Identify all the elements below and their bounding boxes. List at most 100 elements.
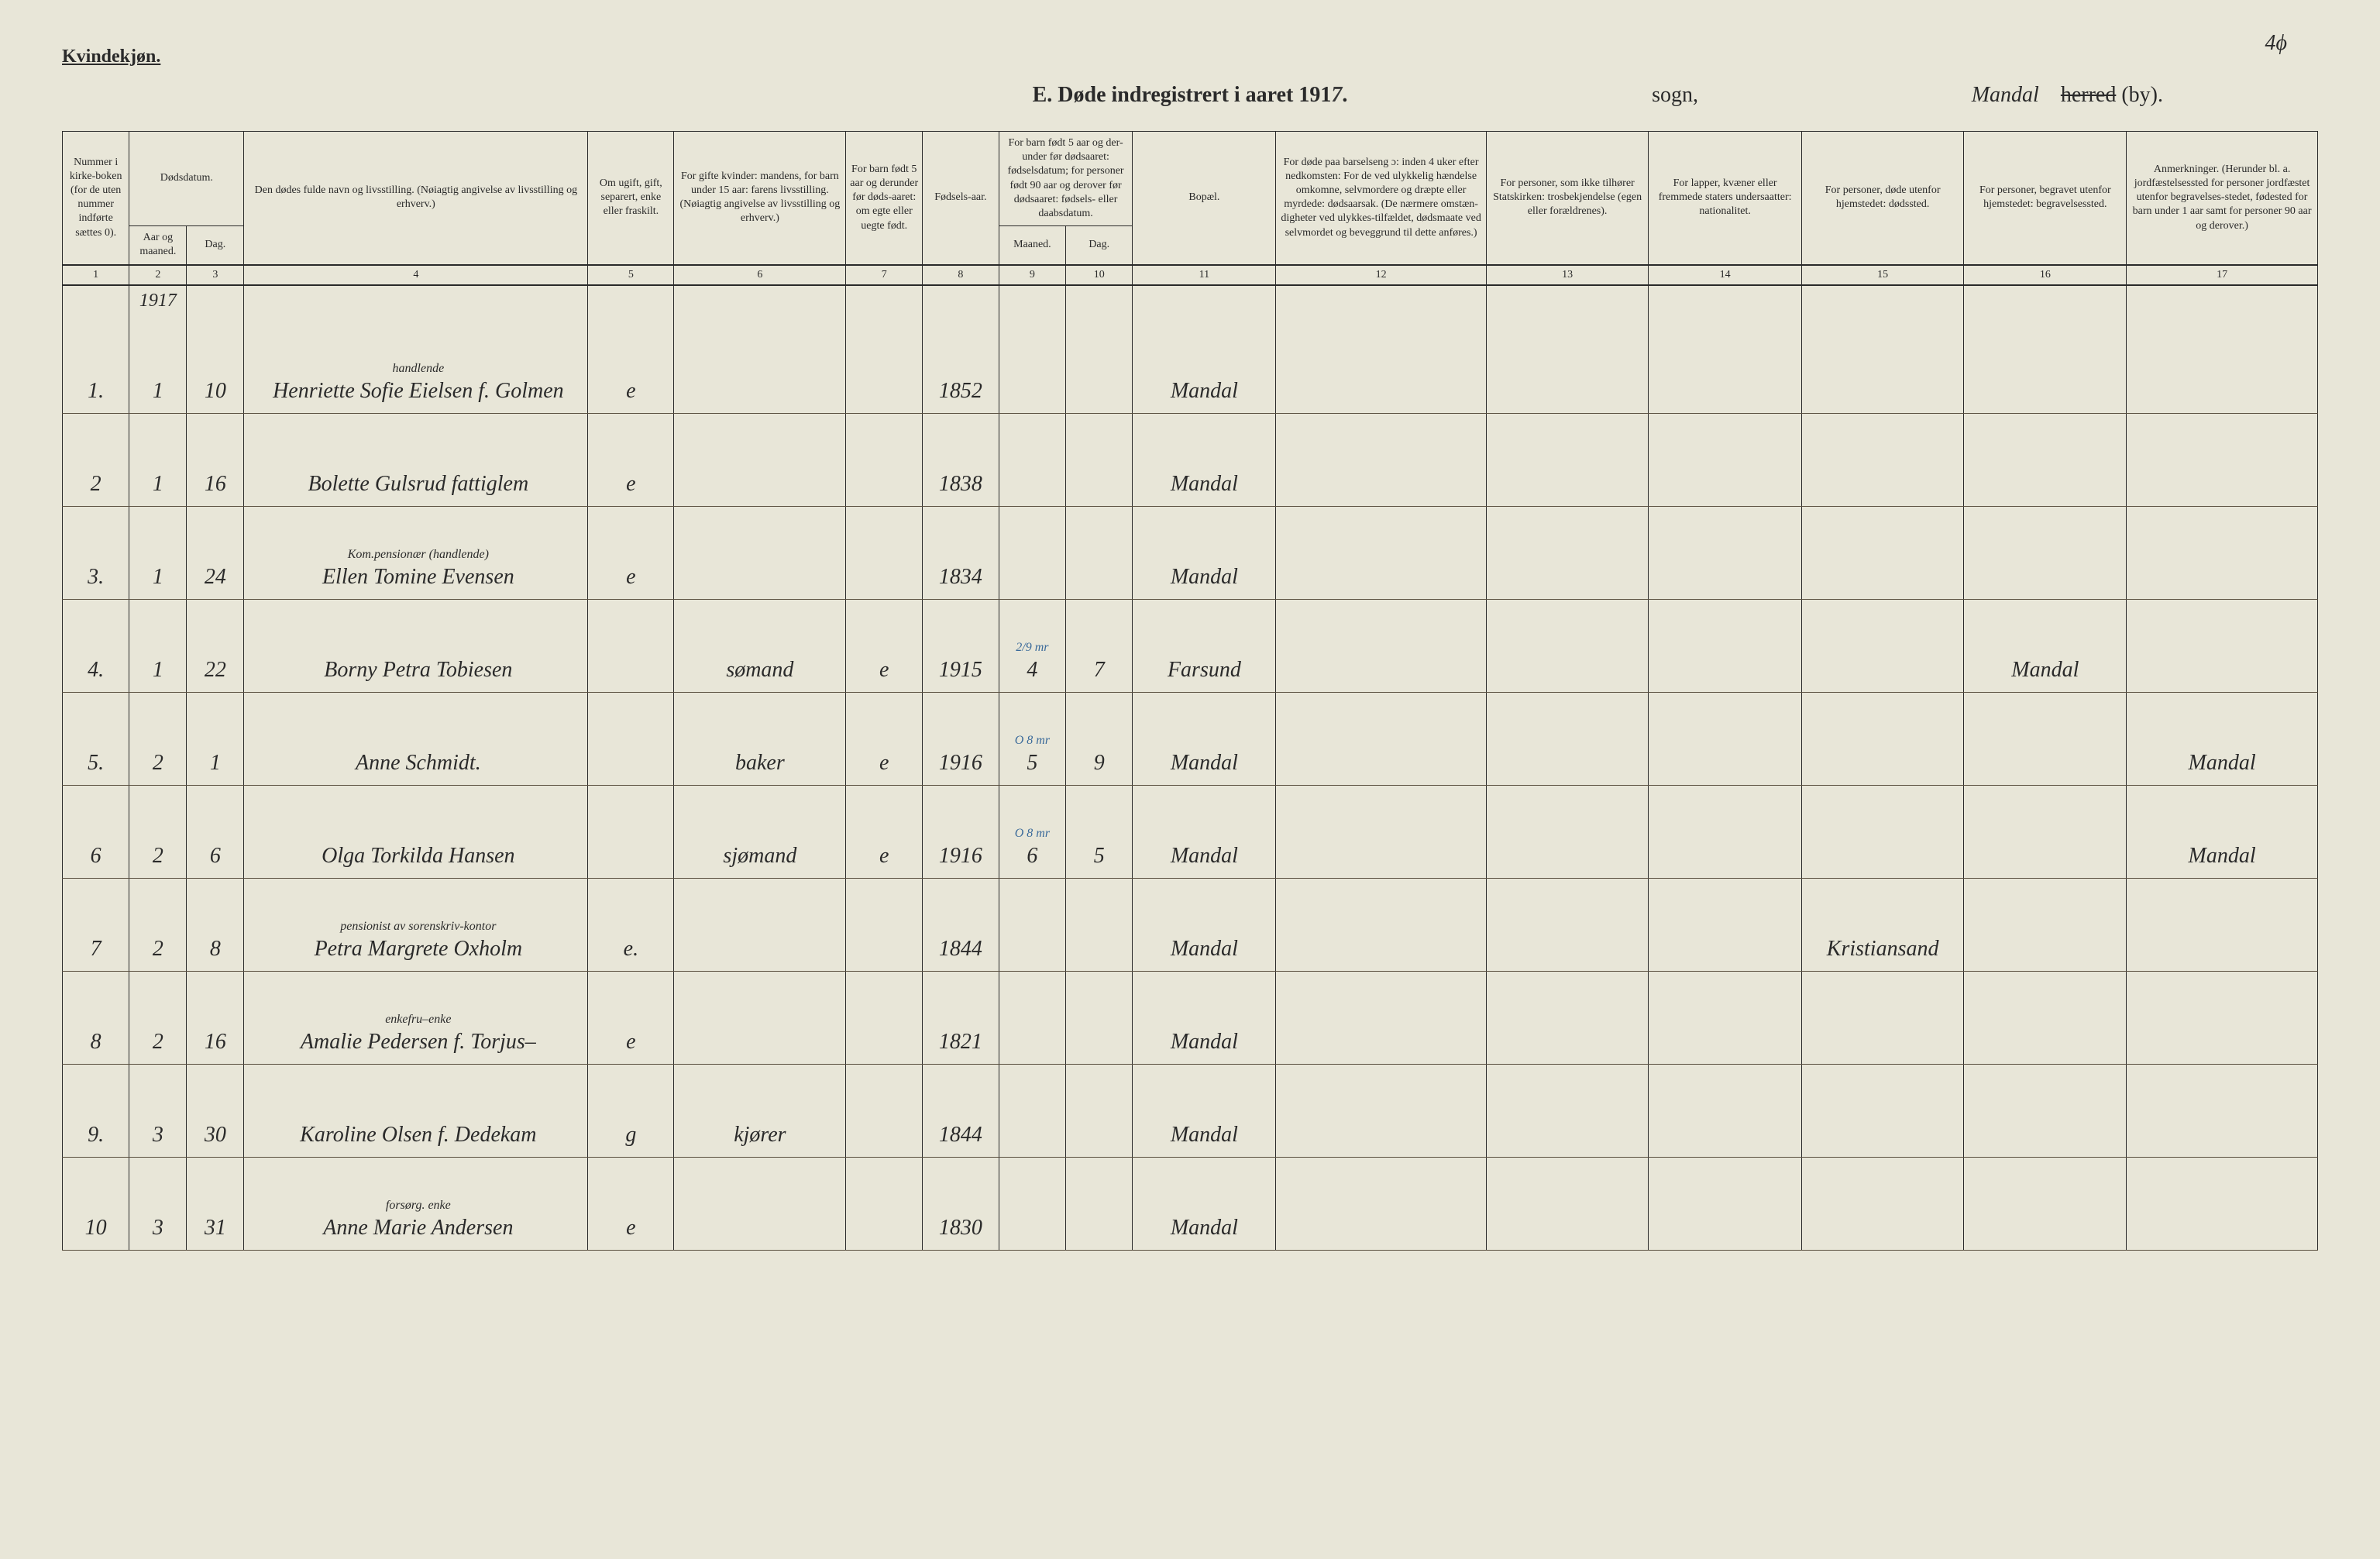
occupation: sømand [726,658,793,682]
cell: handlende Henriette Sofie Eielsen f. Golm… [244,321,588,414]
row-number: 7 [91,937,101,961]
cell: 1 [129,507,187,600]
cell [1649,786,1801,879]
cell [2127,1158,2318,1251]
cell: 5 [1066,786,1133,879]
cell [1276,1065,1486,1158]
herred-by: (by). [2116,83,2163,107]
colnum: 5 [588,265,674,285]
cell [1801,1065,1964,1158]
name-note: handlende [252,362,584,376]
title-period: . [1342,83,1347,107]
table-row: 10331forsørg. enkeAnne Marie Andersene18… [63,1158,2318,1251]
cell: 1916 [923,693,999,786]
colnum: 6 [674,265,846,285]
col-header: For barn født 5 aar og derunder før døds… [846,132,923,265]
remarks: Mandal [2189,751,2256,775]
cell [674,1158,846,1251]
name-note: pensionist av sorenskriv-kontor [252,920,584,934]
cell: 1 [187,693,244,786]
cell: 8 [63,972,129,1065]
cell [1276,600,1486,693]
occupation: sjømand [723,844,796,868]
cell: enkefru–enkeAmalie Pedersen f. Torjus– [244,972,588,1065]
cell [1649,507,1801,600]
cell: Bolette Gulsrud fattiglem [244,414,588,507]
cell [1964,879,2127,972]
cell: 1852 [923,321,999,414]
death-month: 2 [153,937,163,961]
death-day: 8 [210,937,221,961]
death-month: 1 [153,658,163,682]
col-header: Anmerkninger. (Herunder bl. a. jordfæste… [2127,132,2318,265]
cell: 10 [187,321,244,414]
cell [674,879,846,972]
cell [2127,414,2318,507]
cell [1486,321,1649,414]
cell: 1 [129,600,187,693]
cell: Kom.pensionær (handlende)Ellen Tomine Ev… [244,507,588,600]
cell: e. [588,879,674,972]
colnum: 12 [1276,265,1486,285]
cell [1276,414,1486,507]
cell: 7 [63,879,129,972]
cell [1801,414,1964,507]
deceased-name: Ellen Tomine Evensen [322,565,514,589]
colnum: 10 [1066,265,1133,285]
cell: 8 [187,879,244,972]
cell [1066,879,1133,972]
cell: O 8 mr6 [999,786,1065,879]
table-row: 1.110handlendeHenriette Sofie Eielsen f.… [63,321,2318,414]
cell [2127,1065,2318,1158]
cell [1486,507,1649,600]
table-row: 626Olga Torkilda Hansensjømande1916O 8 m… [63,786,2318,879]
cell: 30 [187,1065,244,1158]
cell: 6 [63,786,129,879]
marital-status: g [625,1123,636,1147]
cell: e [846,693,923,786]
cell: 1915 [923,600,999,693]
death-month: 1 [153,565,163,589]
col-header: Bopæl. [1133,132,1276,265]
deceased-name: Henriette Sofie Eielsen f. Golmen [273,379,564,403]
death-day: 6 [210,844,221,868]
table-row: 9.330Karoline Olsen f. Dedekamgkjører184… [63,1065,2318,1158]
blue-annotation: O 8 mr [1003,827,1062,841]
cell: Mandal [1133,879,1276,972]
death-month: 1 [153,472,163,496]
row-number: 1. [88,379,104,403]
cell: O 8 mr5 [999,693,1065,786]
cell [1066,1065,1133,1158]
death-day: 22 [205,658,226,682]
cell: 7 [1066,600,1133,693]
cell: 1821 [923,972,999,1065]
cell [1649,1065,1801,1158]
year-row: 1917 [63,285,2318,321]
col-header: For gifte kvinder: mandens, for barn und… [674,132,846,265]
cell [244,285,588,321]
cell [999,507,1065,600]
cell: 5. [63,693,129,786]
birth-year: 1916 [939,844,982,868]
cell [1801,285,1964,321]
cell [1486,972,1649,1065]
cell [846,321,923,414]
cell: pensionist av sorenskriv-kontorPetra Mar… [244,879,588,972]
cell: 3. [63,507,129,600]
colnum: 2 [129,265,187,285]
entries-year: 1917 [139,291,177,311]
cell [1486,414,1649,507]
cell [2127,285,2318,321]
row-number: 5. [88,751,104,775]
colnum: 8 [923,265,999,285]
cell [2127,600,2318,693]
birth-day: 7 [1094,658,1105,682]
birth-year: 1844 [939,937,982,961]
cell [846,414,923,507]
cell [1276,321,1486,414]
death-month: 3 [153,1123,163,1147]
birth-year: 1830 [939,1216,982,1240]
birth-year: 1916 [939,751,982,775]
cell [1964,786,2127,879]
colnum: 11 [1133,265,1276,285]
